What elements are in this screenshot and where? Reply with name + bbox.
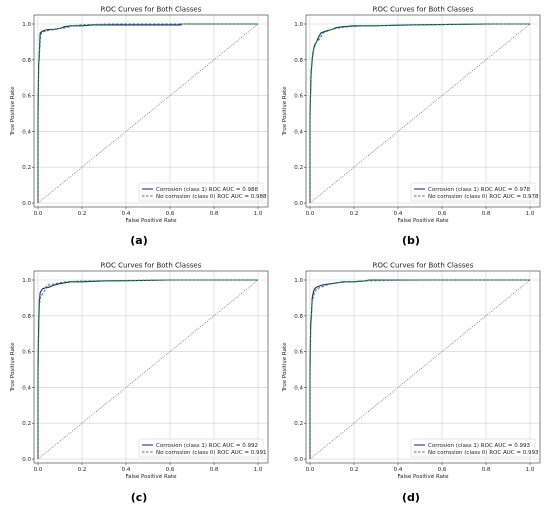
legend-entry-label: No corrosion (class 0) ROC AUC = 0.978 bbox=[428, 194, 539, 200]
y-tick-label: 0.2 bbox=[294, 421, 303, 427]
x-tick-label: 0.4 bbox=[122, 211, 131, 217]
y-tick-label: 0.0 bbox=[22, 201, 31, 207]
y-tick-label: 0.0 bbox=[294, 457, 303, 463]
chance-diagonal-line bbox=[37, 279, 259, 460]
series-line-class-0 bbox=[37, 23, 258, 203]
y-tick-label: 0.4 bbox=[294, 129, 303, 135]
x-tick-label: 1.0 bbox=[254, 211, 263, 217]
chart-panel-a: 0.0 0.2 0.4 0.6 0.8 1.0 0.0 0.2 0.4 0.6 0.8 1.0 ROC … bbox=[4, 2, 275, 254]
y-tick-label: 0.2 bbox=[22, 165, 31, 171]
y-tick-label: 0.8 bbox=[22, 58, 31, 64]
y-tick-label: 1.0 bbox=[294, 278, 303, 284]
chart-title: ROC Curves for Both Classes bbox=[373, 6, 474, 14]
chart-panel-c: 0.0 0.2 0.4 0.6 0.8 1.0 0.0 0.2 0.4 0.6 0.8 1.0 ROC … bbox=[4, 258, 275, 510]
roc-chart-a: 0.0 0.2 0.4 0.6 0.8 1.0 0.0 0.2 0.4 0.6 0.8 1.0 ROC … bbox=[10, 6, 269, 224]
legend-entry-label: No corrosion (class 0) ROC AUC = 0.988 bbox=[156, 194, 267, 200]
panel-label-c: (c) bbox=[130, 491, 148, 504]
panel-label-d: (d) bbox=[402, 491, 420, 504]
legend-box bbox=[410, 182, 536, 202]
y-tick-label: 0.2 bbox=[22, 421, 31, 427]
x-tick-label: 0.8 bbox=[482, 467, 491, 473]
x-axis-label: False Positive Rate bbox=[397, 474, 449, 480]
legend-box bbox=[138, 182, 264, 202]
x-tick-label: 0.8 bbox=[210, 467, 219, 473]
legend-box bbox=[138, 438, 264, 458]
y-tick-label: 0.2 bbox=[294, 165, 303, 171]
chance-diagonal-line bbox=[37, 23, 259, 204]
y-tick-label: 0.0 bbox=[294, 201, 303, 207]
y-tick-label: 0.8 bbox=[22, 314, 31, 320]
roc-chart-d: 0.0 0.2 0.4 0.6 0.8 1.0 0.0 0.2 0.4 0.6 0.8 1.0 ROC … bbox=[282, 262, 541, 480]
x-tick-label: 0.0 bbox=[306, 211, 315, 217]
x-tick-label: 0.4 bbox=[394, 211, 403, 217]
x-tick-label: 0.0 bbox=[34, 211, 43, 217]
legend-box bbox=[410, 438, 536, 458]
x-tick-label: 1.0 bbox=[526, 211, 535, 217]
y-tick-label: 0.4 bbox=[294, 385, 303, 391]
x-tick-label: 0.8 bbox=[482, 211, 491, 217]
x-tick-label: 0.8 bbox=[210, 211, 219, 217]
y-axis-label: True Positive Rate bbox=[10, 86, 16, 137]
x-axis-label: False Positive Rate bbox=[125, 218, 177, 224]
x-tick-label: 0.2 bbox=[78, 467, 87, 473]
y-axis-label: True Positive Rate bbox=[282, 86, 288, 137]
y-tick-label: 0.0 bbox=[22, 457, 31, 463]
plot-frame bbox=[305, 14, 541, 208]
y-tick-label: 0.4 bbox=[22, 129, 31, 135]
y-tick-label: 0.8 bbox=[294, 314, 303, 320]
x-axis-label: False Positive Rate bbox=[397, 218, 449, 224]
chart-title: ROC Curves for Both Classes bbox=[101, 6, 202, 14]
y-tick-label: 0.6 bbox=[22, 94, 31, 100]
x-tick-label: 0.0 bbox=[306, 467, 315, 473]
chart-title: ROC Curves for Both Classes bbox=[101, 262, 202, 270]
chart-panel-d: 0.0 0.2 0.4 0.6 0.8 1.0 0.0 0.2 0.4 0.6 0.8 1.0 ROC … bbox=[276, 258, 547, 510]
y-tick-label: 0.6 bbox=[294, 94, 303, 100]
plot-frame bbox=[305, 270, 541, 464]
roc-chart-b: 0.0 0.2 0.4 0.6 0.8 1.0 0.0 0.2 0.4 0.6 0.8 1.0 ROC … bbox=[282, 6, 541, 224]
x-tick-label: 1.0 bbox=[526, 467, 535, 473]
x-tick-label: 0.2 bbox=[350, 211, 359, 217]
legend-entry-label: Corrosion (class 1) ROC AUC = 0.978 bbox=[428, 187, 531, 193]
x-tick-label: 1.0 bbox=[254, 467, 263, 473]
legend-entry-label: Corrosion (class 1) ROC AUC = 0.992 bbox=[156, 443, 258, 449]
x-axis-label: False Positive Rate bbox=[125, 474, 177, 480]
x-tick-label: 0.6 bbox=[438, 211, 447, 217]
y-tick-label: 0.6 bbox=[294, 350, 303, 356]
legend-entry-label: No corrosion (class 0) ROC AUC = 0.991 bbox=[156, 450, 266, 456]
chance-diagonal-line bbox=[309, 279, 531, 460]
panel-label-b: (b) bbox=[402, 234, 420, 247]
y-tick-label: 1.0 bbox=[22, 22, 31, 28]
x-tick-label: 0.2 bbox=[350, 467, 359, 473]
y-tick-label: 1.0 bbox=[22, 278, 31, 284]
series-line-class-0 bbox=[309, 279, 530, 459]
x-tick-label: 0.6 bbox=[166, 211, 175, 217]
panel-label-a: (a) bbox=[130, 234, 148, 247]
legend-entry-label: Corrosion (class 1) ROC AUC = 0.993 bbox=[428, 443, 531, 449]
x-tick-label: 0.6 bbox=[166, 467, 175, 473]
series-line-class-0 bbox=[309, 23, 530, 203]
chart-panel-b: 0.0 0.2 0.4 0.6 0.8 1.0 0.0 0.2 0.4 0.6 0.8 1.0 ROC … bbox=[276, 2, 547, 254]
roc-chart-c: 0.0 0.2 0.4 0.6 0.8 1.0 0.0 0.2 0.4 0.6 0.8 1.0 ROC … bbox=[10, 262, 269, 480]
y-axis-label: True Positive Rate bbox=[282, 342, 288, 393]
x-tick-label: 0.0 bbox=[34, 467, 43, 473]
plot-frame bbox=[33, 14, 269, 208]
chance-diagonal-line bbox=[309, 23, 531, 204]
x-tick-label: 0.4 bbox=[122, 467, 131, 473]
x-tick-label: 0.2 bbox=[78, 211, 87, 217]
chart-title: ROC Curves for Both Classes bbox=[373, 262, 474, 270]
y-axis-label: True Positive Rate bbox=[10, 342, 16, 393]
legend-entry-label: No corrosion (class 0) ROC AUC = 0.993 bbox=[428, 450, 539, 456]
y-tick-label: 0.6 bbox=[22, 350, 31, 356]
x-tick-label: 0.6 bbox=[438, 467, 447, 473]
x-tick-label: 0.4 bbox=[394, 467, 403, 473]
plot-frame bbox=[33, 270, 269, 464]
y-tick-label: 1.0 bbox=[294, 22, 303, 28]
legend-entry-label: Corrosion (class 1) ROC AUC = 0.988 bbox=[156, 187, 259, 193]
y-tick-label: 0.8 bbox=[294, 58, 303, 64]
y-tick-label: 0.4 bbox=[22, 385, 31, 391]
